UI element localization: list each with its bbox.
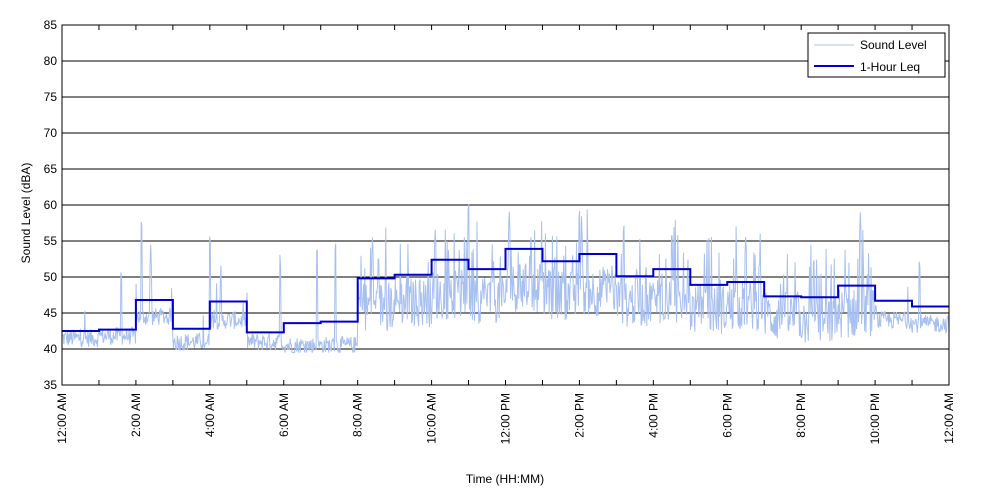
y-tick-label: 65: [44, 162, 58, 176]
y-tick-label: 45: [44, 306, 58, 320]
x-tick-label: 10:00 AM: [425, 393, 439, 444]
x-axis-label: Time (HH:MM): [466, 472, 544, 486]
sound-level-series: [61, 203, 950, 354]
x-tick-label: 10:00 PM: [868, 393, 882, 444]
y-tick-label: 35: [44, 378, 58, 392]
x-tick-label: 6:00 PM: [720, 393, 734, 438]
x-tick-label: 6:00 AM: [277, 393, 291, 437]
leq-step-series: [62, 247, 949, 334]
y-tick-label: 85: [44, 18, 58, 32]
legend-box: [807, 32, 946, 78]
legend: Sound Level 1-Hour Leq: [807, 32, 946, 78]
legend-leq-label: 1-Hour Leq: [860, 60, 920, 74]
legend-sound-level-label: Sound Level: [860, 38, 927, 52]
plot-frame: [61, 24, 950, 386]
y-tick-label: 50: [44, 270, 58, 284]
x-axis: 12:00 AM 2:00 AM 4:00 AM 6:00 AM 8:00 AM 10:0…: [55, 25, 956, 444]
x-tick-label: 4:00 PM: [646, 393, 660, 438]
y-tick-label: 70: [44, 126, 58, 140]
x-tick-label: 8:00 PM: [794, 393, 808, 438]
x-tick-label: 4:00 AM: [203, 393, 217, 437]
x-tick-label: 12:00 AM: [55, 393, 69, 444]
x-tick-label: 2:00 AM: [129, 393, 143, 437]
series-layer: [61, 203, 950, 354]
y-axis-label: Sound Level (dBA): [19, 163, 33, 264]
y-tick-label: 60: [44, 198, 58, 212]
x-tick-label: 12:00 AM: [942, 393, 956, 444]
y-tick-label: 55: [44, 234, 58, 248]
x-tick-label: 8:00 AM: [351, 393, 365, 437]
y-tick-label: 75: [44, 90, 58, 104]
axes-box: [61, 24, 950, 386]
x-tick-label: 2:00 PM: [572, 393, 586, 438]
y-tick-label: 80: [44, 54, 58, 68]
x-tick-label: 12:00 PM: [499, 393, 513, 444]
y-tick-label: 40: [44, 342, 58, 356]
